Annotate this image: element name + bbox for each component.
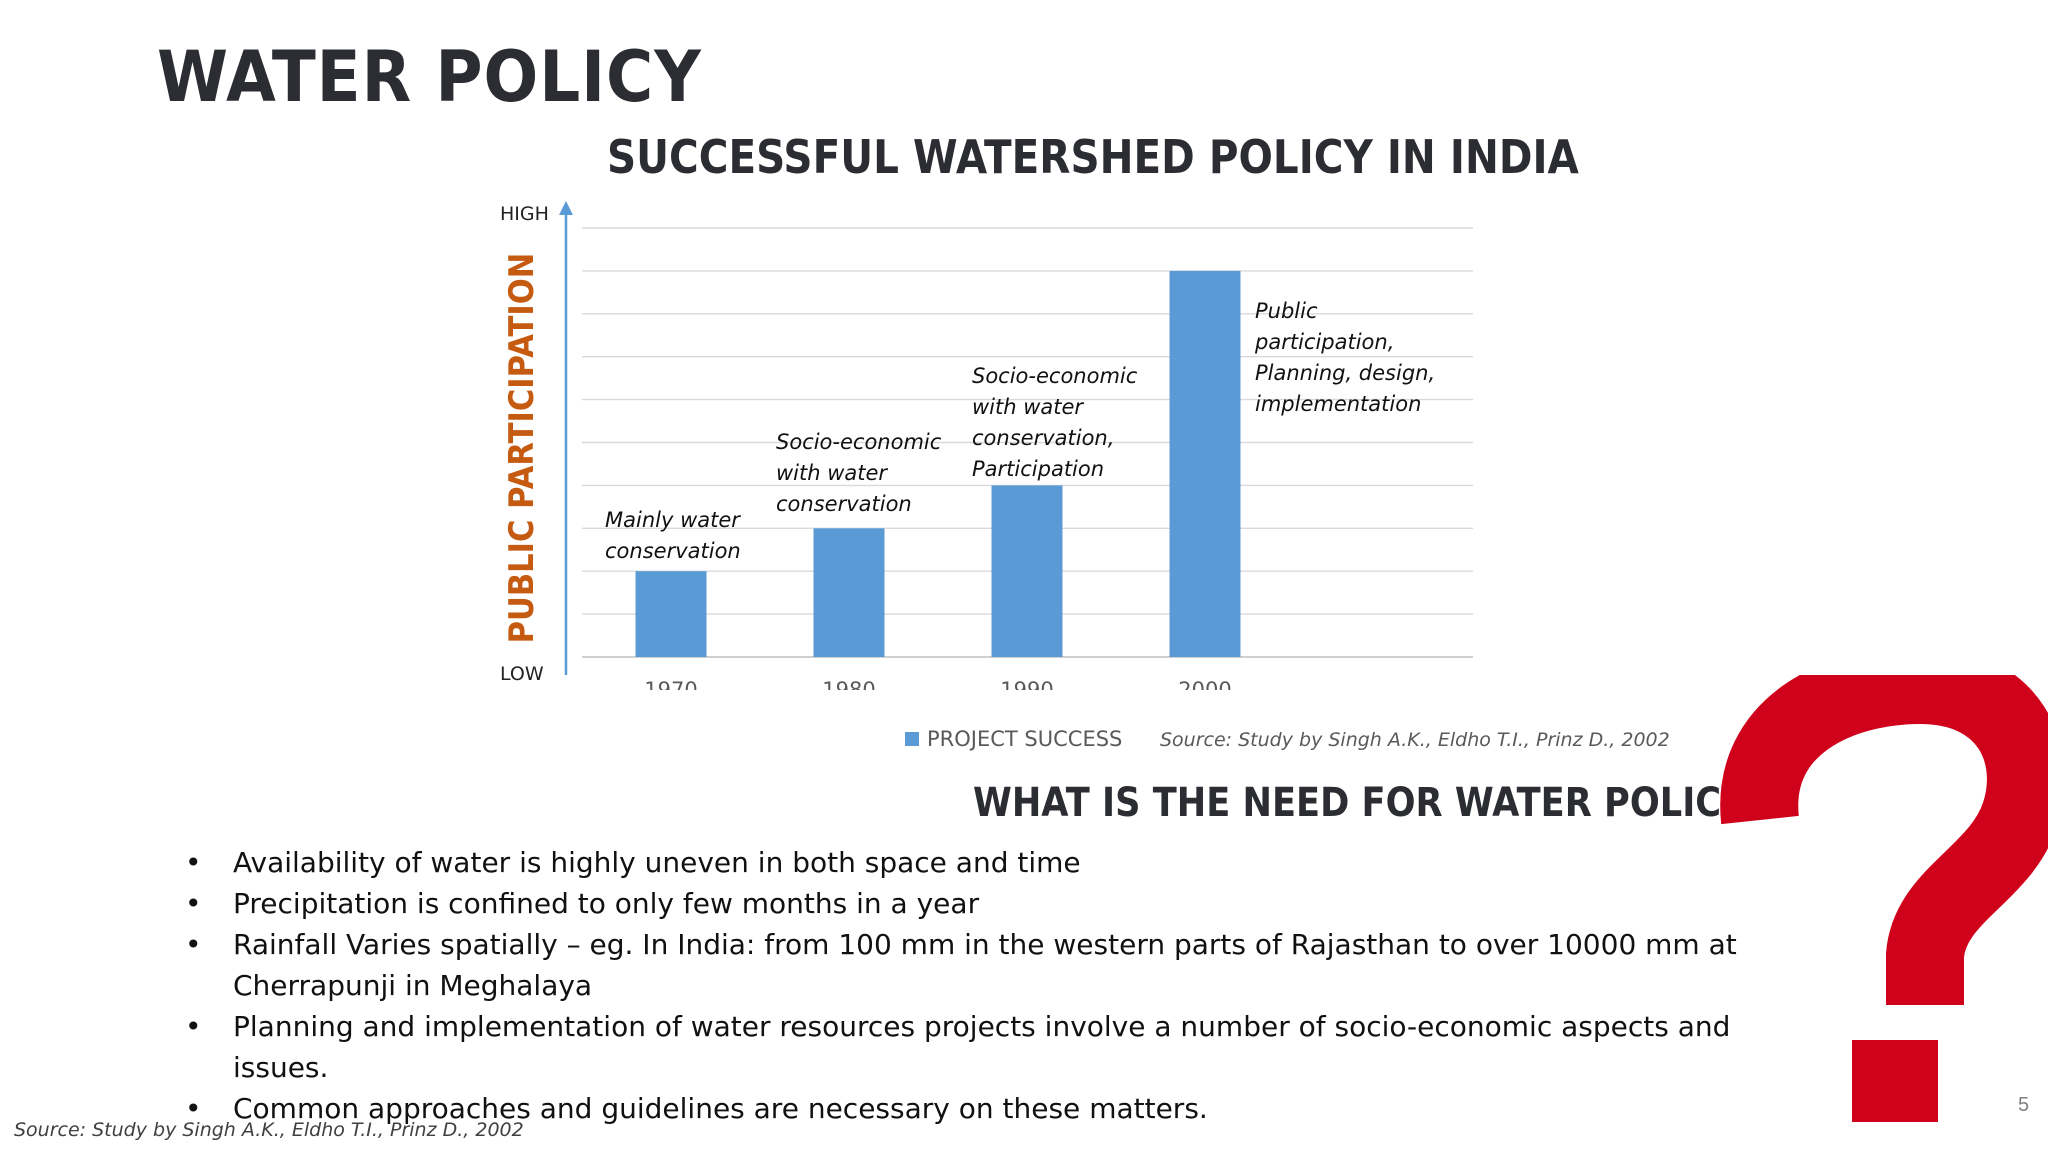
bar-annotation: Socio-economic with water conservation, Par… xyxy=(972,364,1138,481)
bar-annotation-line: Participation xyxy=(972,457,1104,481)
footer-source: Source: Study by Singh A.K., Eldho T.I.,… xyxy=(14,1119,524,1141)
bullet-item: Precipitation is confined to only few mo… xyxy=(185,883,1825,924)
chart-title: SUCCESSFUL WATERSHED POLICY IN INDIA xyxy=(607,130,1579,184)
bullet-list: Availability of water is highly uneven i… xyxy=(185,842,1825,1129)
bar xyxy=(813,528,885,657)
bullet-item: Rainfall Varies spatially – eg. In India… xyxy=(185,924,1825,1006)
bullet-item: Availability of water is highly uneven i… xyxy=(185,842,1825,883)
page-number: 5 xyxy=(2018,1094,2030,1116)
bar-annotation-line: Socio-economic xyxy=(972,364,1138,388)
bar-annotation-line: with water xyxy=(972,395,1084,419)
question-mark-icon xyxy=(1720,675,2048,1122)
x-tick-label: 1990 xyxy=(1000,678,1053,690)
bar xyxy=(1169,270,1241,657)
bullet-item: Common approaches and guidelines are nec… xyxy=(185,1088,1825,1129)
bar-annotation-line: conservation xyxy=(776,492,912,516)
x-tick-label: 1970 xyxy=(644,678,697,690)
chart-source: Source: Study by Singh A.K., Eldho T.I.,… xyxy=(1160,729,1670,751)
bar-annotation: Mainly water conservation xyxy=(605,508,741,563)
bar-annotation: Socio-economic with water conservation xyxy=(776,430,942,516)
bar-chart: HIGH LOW PUBLIC PARTICIPATION 1970 1980 1990 2… xyxy=(500,201,1473,690)
bar xyxy=(635,571,707,657)
bar-annotation-line: Planning, design, xyxy=(1255,361,1435,385)
bar-annotation-line: participation, xyxy=(1254,330,1394,354)
x-tick-label: 2000 xyxy=(1178,678,1231,690)
bar-annotation-line: Socio-economic xyxy=(776,430,942,454)
bar-annotation-line: Public xyxy=(1255,299,1318,323)
y-axis-title: PUBLIC PARTICIPATION xyxy=(501,253,541,644)
bar-annotation-line: Mainly water xyxy=(605,508,741,532)
bar-annotation-line: conservation, xyxy=(972,426,1114,450)
bar-annotation-line: with water xyxy=(776,461,888,485)
bar-annotation: Public participation, Planning, design, imp… xyxy=(1254,299,1435,416)
chart-legend: PROJECT SUCCESS xyxy=(905,727,1122,751)
bullet-item: Planning and implementation of water res… xyxy=(185,1006,1825,1088)
y-axis-arrow-icon xyxy=(559,201,573,215)
bar xyxy=(991,485,1063,657)
need-heading: WHAT IS THE NEED FOR WATER POLICY xyxy=(973,780,1747,826)
bar-annotation-line: implementation xyxy=(1255,392,1421,416)
legend-label: PROJECT SUCCESS xyxy=(927,727,1123,751)
x-tick-label: 1980 xyxy=(822,678,875,690)
legend-swatch xyxy=(905,732,919,746)
y-axis-low-label: LOW xyxy=(500,663,544,685)
bar-annotation-line: conservation xyxy=(605,539,741,563)
y-axis-high-label: HIGH xyxy=(500,203,549,225)
slide-title: WATER POLICY xyxy=(157,36,702,118)
